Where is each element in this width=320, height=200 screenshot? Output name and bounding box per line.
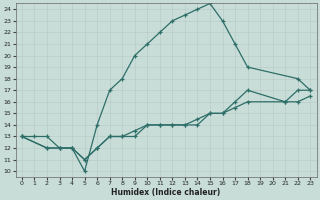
X-axis label: Humidex (Indice chaleur): Humidex (Indice chaleur) — [111, 188, 221, 197]
